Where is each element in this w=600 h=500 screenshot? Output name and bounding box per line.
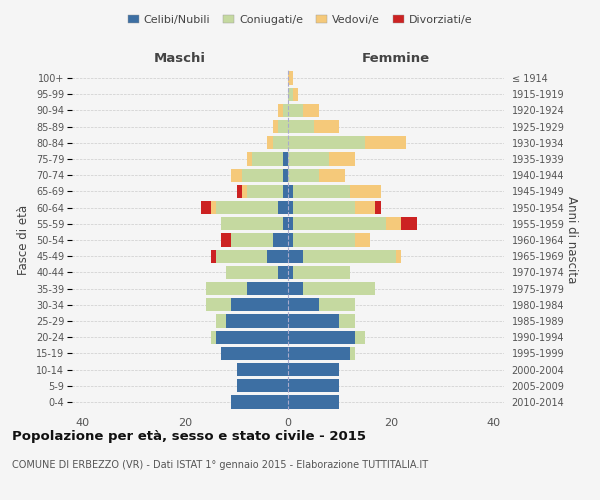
- Bar: [288, 120, 314, 134]
- Bar: [232, 298, 288, 312]
- Bar: [304, 250, 396, 263]
- Bar: [221, 234, 232, 246]
- Bar: [211, 250, 216, 263]
- Text: Femmine: Femmine: [362, 52, 430, 65]
- Bar: [288, 379, 340, 392]
- Bar: [293, 88, 298, 101]
- Bar: [272, 234, 288, 246]
- Bar: [272, 120, 278, 134]
- Bar: [288, 330, 355, 344]
- Bar: [216, 201, 278, 214]
- Bar: [401, 217, 416, 230]
- Bar: [283, 104, 288, 117]
- Bar: [288, 185, 293, 198]
- Bar: [211, 330, 216, 344]
- Bar: [283, 217, 288, 230]
- Bar: [288, 72, 293, 85]
- Bar: [226, 314, 288, 328]
- Bar: [365, 136, 406, 149]
- Bar: [278, 104, 283, 117]
- Text: COMUNE DI ERBEZZO (VR) - Dati ISTAT 1° gennaio 2015 - Elaborazione TUTTITALIA.IT: COMUNE DI ERBEZZO (VR) - Dati ISTAT 1° g…: [12, 460, 428, 470]
- Bar: [283, 152, 288, 166]
- Bar: [288, 298, 319, 312]
- Bar: [319, 298, 355, 312]
- Bar: [304, 282, 376, 295]
- Bar: [232, 234, 272, 246]
- Bar: [288, 282, 304, 295]
- Bar: [232, 168, 242, 182]
- Bar: [288, 234, 293, 246]
- Bar: [288, 396, 340, 408]
- Bar: [288, 88, 293, 101]
- Bar: [293, 234, 355, 246]
- Bar: [293, 201, 355, 214]
- Bar: [288, 168, 319, 182]
- Bar: [268, 250, 288, 263]
- Bar: [206, 298, 232, 312]
- Y-axis label: Fasce di età: Fasce di età: [17, 205, 31, 275]
- Bar: [288, 201, 293, 214]
- Bar: [206, 282, 247, 295]
- Bar: [272, 136, 288, 149]
- Bar: [288, 363, 340, 376]
- Bar: [386, 217, 401, 230]
- Bar: [236, 363, 288, 376]
- Bar: [355, 330, 365, 344]
- Bar: [247, 282, 288, 295]
- Bar: [232, 396, 288, 408]
- Bar: [216, 314, 226, 328]
- Bar: [376, 201, 380, 214]
- Bar: [355, 201, 376, 214]
- Bar: [293, 217, 386, 230]
- Bar: [247, 152, 252, 166]
- Bar: [288, 136, 365, 149]
- Bar: [304, 104, 319, 117]
- Bar: [288, 314, 340, 328]
- Bar: [278, 120, 288, 134]
- Bar: [236, 379, 288, 392]
- Bar: [314, 120, 340, 134]
- Bar: [293, 185, 350, 198]
- Legend: Celibi/Nubili, Coniugati/e, Vedovi/e, Divorziati/e: Celibi/Nubili, Coniugati/e, Vedovi/e, Di…: [124, 10, 476, 29]
- Bar: [216, 330, 288, 344]
- Bar: [211, 201, 216, 214]
- Bar: [252, 152, 283, 166]
- Bar: [293, 266, 350, 279]
- Bar: [247, 185, 283, 198]
- Text: Maschi: Maschi: [154, 52, 206, 65]
- Bar: [216, 250, 268, 263]
- Bar: [329, 152, 355, 166]
- Bar: [355, 234, 370, 246]
- Bar: [278, 266, 288, 279]
- Bar: [288, 266, 293, 279]
- Bar: [283, 185, 288, 198]
- Bar: [396, 250, 401, 263]
- Y-axis label: Anni di nascita: Anni di nascita: [565, 196, 578, 284]
- Text: Popolazione per età, sesso e stato civile - 2015: Popolazione per età, sesso e stato civil…: [12, 430, 366, 443]
- Bar: [319, 168, 344, 182]
- Bar: [350, 346, 355, 360]
- Bar: [283, 168, 288, 182]
- Bar: [226, 266, 278, 279]
- Bar: [288, 250, 304, 263]
- Bar: [242, 185, 247, 198]
- Bar: [200, 201, 211, 214]
- Bar: [278, 201, 288, 214]
- Bar: [288, 217, 293, 230]
- Bar: [288, 104, 304, 117]
- Bar: [236, 185, 242, 198]
- Bar: [340, 314, 355, 328]
- Bar: [221, 217, 283, 230]
- Bar: [242, 168, 283, 182]
- Bar: [288, 152, 329, 166]
- Bar: [288, 346, 350, 360]
- Bar: [350, 185, 380, 198]
- Bar: [268, 136, 272, 149]
- Bar: [221, 346, 288, 360]
